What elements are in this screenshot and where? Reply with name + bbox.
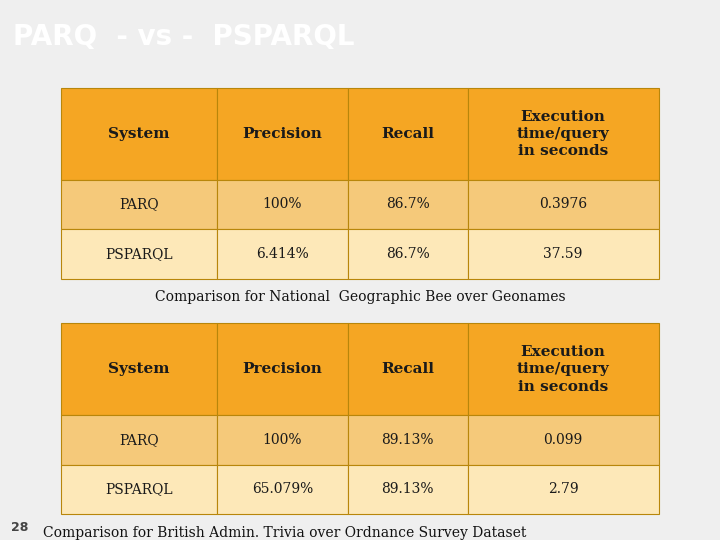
Text: Recall: Recall: [382, 127, 434, 141]
Text: PARQ: PARQ: [119, 433, 158, 447]
Bar: [467, 88, 659, 180]
Bar: [61, 229, 217, 279]
Text: Execution
time/query
in seconds: Execution time/query in seconds: [517, 110, 610, 158]
Text: Precision: Precision: [243, 362, 323, 376]
Text: Precision: Precision: [243, 127, 323, 141]
Bar: [61, 323, 217, 415]
Bar: [61, 464, 217, 514]
Bar: [348, 88, 467, 180]
Text: Comparison for British Admin. Trivia over Ordnance Survey Dataset: Comparison for British Admin. Trivia ove…: [43, 526, 526, 540]
Bar: [467, 464, 659, 514]
Text: PARQ: PARQ: [119, 198, 158, 212]
Bar: [348, 229, 467, 279]
Text: PSPARQL: PSPARQL: [105, 482, 173, 496]
Text: 37.59: 37.59: [544, 247, 583, 261]
Bar: [467, 415, 659, 464]
Bar: [217, 323, 348, 415]
Bar: [217, 88, 348, 180]
Text: System: System: [108, 362, 170, 376]
Text: PSPARQL: PSPARQL: [105, 247, 173, 261]
Text: 100%: 100%: [263, 433, 302, 447]
Text: Recall: Recall: [382, 362, 434, 376]
Text: PARQ  - vs -  PSPARQL: PARQ - vs - PSPARQL: [13, 23, 354, 51]
Bar: [61, 180, 217, 229]
Text: 89.13%: 89.13%: [382, 482, 434, 496]
Text: 28: 28: [11, 521, 28, 535]
Bar: [217, 415, 348, 464]
Text: Comparison for National  Geographic Bee over Geonames: Comparison for National Geographic Bee o…: [155, 291, 565, 305]
Text: System: System: [108, 127, 170, 141]
Bar: [467, 323, 659, 415]
Bar: [348, 323, 467, 415]
Text: 2.79: 2.79: [548, 482, 578, 496]
Bar: [467, 180, 659, 229]
Bar: [61, 415, 217, 464]
Text: 86.7%: 86.7%: [386, 198, 430, 212]
Bar: [348, 415, 467, 464]
Text: 0.099: 0.099: [544, 433, 582, 447]
Bar: [217, 229, 348, 279]
Bar: [61, 88, 217, 180]
Text: 86.7%: 86.7%: [386, 247, 430, 261]
Bar: [217, 464, 348, 514]
Text: Execution
time/query
in seconds: Execution time/query in seconds: [517, 345, 610, 394]
Text: 89.13%: 89.13%: [382, 433, 434, 447]
Bar: [348, 180, 467, 229]
Bar: [348, 464, 467, 514]
Bar: [467, 229, 659, 279]
Text: 0.3976: 0.3976: [539, 198, 588, 212]
Text: 100%: 100%: [263, 198, 302, 212]
Bar: [217, 180, 348, 229]
Text: 6.414%: 6.414%: [256, 247, 309, 261]
Text: 65.079%: 65.079%: [252, 482, 313, 496]
